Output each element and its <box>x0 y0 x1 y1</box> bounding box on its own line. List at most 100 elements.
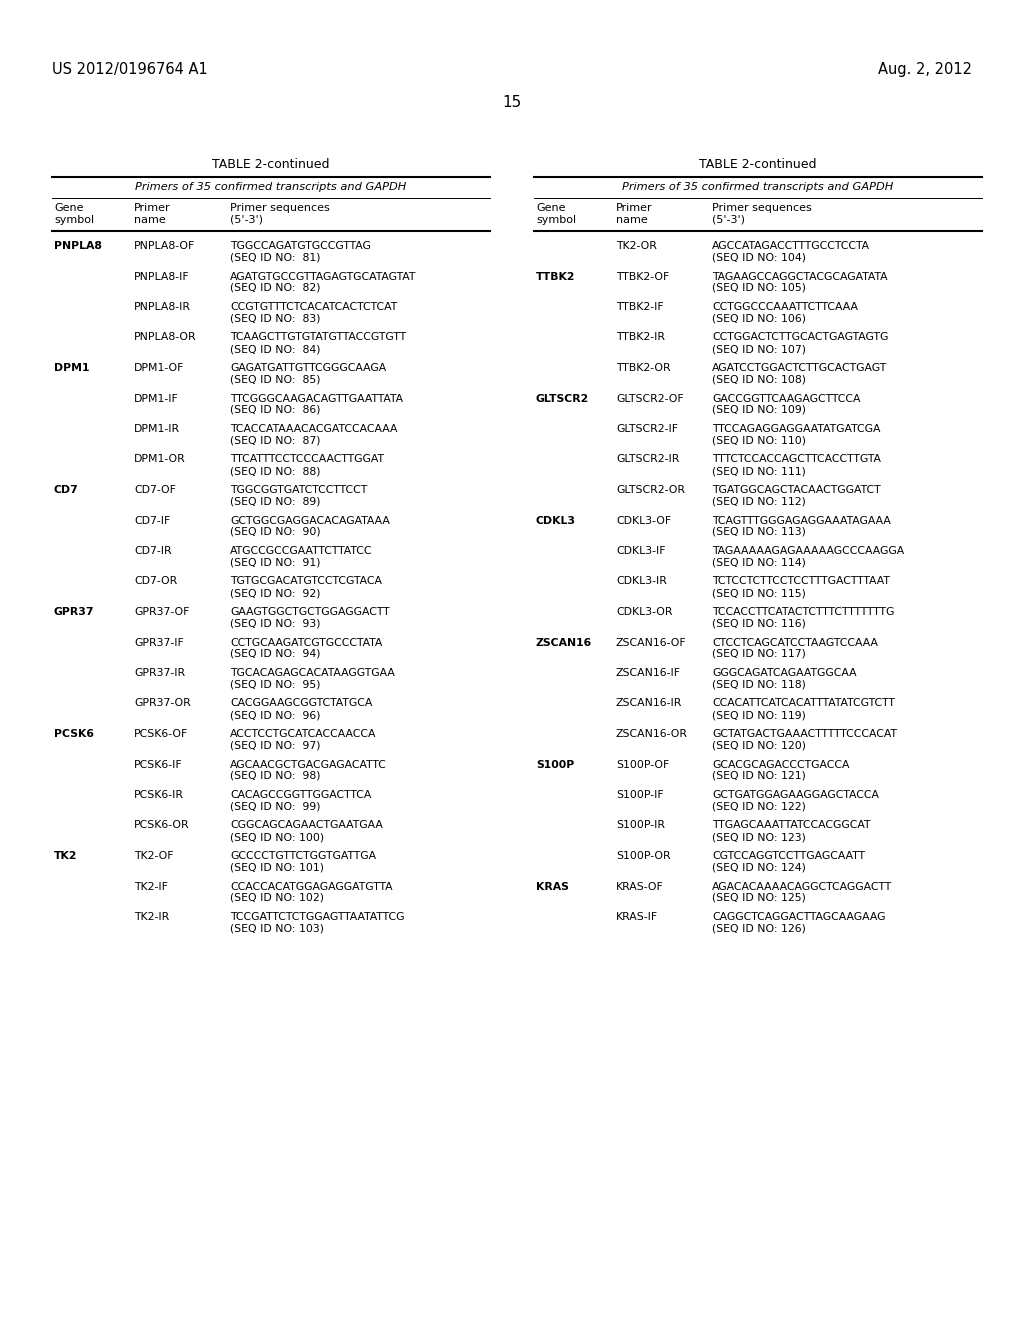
Text: ZSCAN16-IF: ZSCAN16-IF <box>616 668 681 678</box>
Text: GACCGGTTCAAGAGCTTCCA: GACCGGTTCAAGAGCTTCCA <box>712 393 860 404</box>
Text: (SEQ ID NO: 108): (SEQ ID NO: 108) <box>712 375 806 384</box>
Text: TCCGATTCTCTGGAGTTAATATTCG: TCCGATTCTCTGGAGTTAATATTCG <box>230 912 404 921</box>
Text: (SEQ ID NO:  86): (SEQ ID NO: 86) <box>230 405 321 414</box>
Text: KRAS-OF: KRAS-OF <box>616 882 664 891</box>
Text: (SEQ ID NO:  94): (SEQ ID NO: 94) <box>230 649 321 659</box>
Text: S100P-OF: S100P-OF <box>616 759 670 770</box>
Text: GAGATGATTGTTCGGGCAAGA: GAGATGATTGTTCGGGCAAGA <box>230 363 386 374</box>
Text: CD7: CD7 <box>54 484 79 495</box>
Text: S100P-IF: S100P-IF <box>616 789 664 800</box>
Text: S100P-IR: S100P-IR <box>616 821 665 830</box>
Text: ZSCAN16-OR: ZSCAN16-OR <box>616 729 688 739</box>
Text: S100P: S100P <box>536 759 574 770</box>
Text: TTCGGGCAAGACAGTTGAATTATA: TTCGGGCAAGACAGTTGAATTATA <box>230 393 403 404</box>
Text: (SEQ ID NO: 114): (SEQ ID NO: 114) <box>712 557 806 568</box>
Text: (SEQ ID NO: 110): (SEQ ID NO: 110) <box>712 436 806 446</box>
Text: CGGCAGCAGAACTGAATGAA: CGGCAGCAGAACTGAATGAA <box>230 821 383 830</box>
Text: CCTGCAAGATCGTGCCCTATA: CCTGCAAGATCGTGCCCTATA <box>230 638 382 648</box>
Text: PCSK6-IR: PCSK6-IR <box>134 789 184 800</box>
Text: PCSK6-OF: PCSK6-OF <box>134 729 188 739</box>
Text: (SEQ ID NO: 107): (SEQ ID NO: 107) <box>712 345 806 354</box>
Text: GPR37: GPR37 <box>54 607 94 616</box>
Text: ZSCAN16-IR: ZSCAN16-IR <box>616 698 682 709</box>
Text: (SEQ ID NO:  93): (SEQ ID NO: 93) <box>230 619 321 628</box>
Text: (SEQ ID NO: 106): (SEQ ID NO: 106) <box>712 314 806 323</box>
Text: Primer sequences
(5'-3'): Primer sequences (5'-3') <box>712 203 812 224</box>
Text: CACGGAAGCGGTCTATGCA: CACGGAAGCGGTCTATGCA <box>230 698 373 709</box>
Text: TABLE 2-continued: TABLE 2-continued <box>699 158 817 172</box>
Text: GPR37-OF: GPR37-OF <box>134 607 189 616</box>
Text: ACCTCCTGCATCACCAACCA: ACCTCCTGCATCACCAACCA <box>230 729 377 739</box>
Text: Primer sequences
(5'-3'): Primer sequences (5'-3') <box>230 203 330 224</box>
Text: CD7-IF: CD7-IF <box>134 516 170 525</box>
Text: CDKL3-IR: CDKL3-IR <box>616 577 667 586</box>
Text: CDKL3-OF: CDKL3-OF <box>616 516 671 525</box>
Text: (SEQ ID NO:  82): (SEQ ID NO: 82) <box>230 282 321 293</box>
Text: TTTCTCCACCAGCTTCACCTTGTA: TTTCTCCACCAGCTTCACCTTGTA <box>712 454 881 465</box>
Text: (SEQ ID NO:  92): (SEQ ID NO: 92) <box>230 587 321 598</box>
Text: CDKL3-OR: CDKL3-OR <box>616 607 673 616</box>
Text: TTCATTTCCTCCCAACTTGGAT: TTCATTTCCTCCCAACTTGGAT <box>230 454 384 465</box>
Text: TCAAGCTTGTGTATGTTACCGTGTT: TCAAGCTTGTGTATGTTACCGTGTT <box>230 333 407 342</box>
Text: (SEQ ID NO:  90): (SEQ ID NO: 90) <box>230 527 321 537</box>
Text: (SEQ ID NO: 121): (SEQ ID NO: 121) <box>712 771 806 781</box>
Text: TTBK2-IR: TTBK2-IR <box>616 333 665 342</box>
Text: (SEQ ID NO:  88): (SEQ ID NO: 88) <box>230 466 321 477</box>
Text: CDKL3-IF: CDKL3-IF <box>616 546 666 556</box>
Text: TK2: TK2 <box>54 851 78 861</box>
Text: (SEQ ID NO: 123): (SEQ ID NO: 123) <box>712 832 806 842</box>
Text: PCSK6: PCSK6 <box>54 729 94 739</box>
Text: TTBK2-OR: TTBK2-OR <box>616 363 671 374</box>
Text: GLTSCR2-IR: GLTSCR2-IR <box>616 454 679 465</box>
Text: AGCAACGCTGACGAGACATTC: AGCAACGCTGACGAGACATTC <box>230 759 387 770</box>
Text: TAGAAAAAGAGAAAAAGCCCAAGGA: TAGAAAAAGAGAAAAAGCCCAAGGA <box>712 546 904 556</box>
Text: KRAS: KRAS <box>536 882 569 891</box>
Text: GCACGCAGACCCTGACCA: GCACGCAGACCCTGACCA <box>712 759 850 770</box>
Text: PCSK6-OR: PCSK6-OR <box>134 821 189 830</box>
Text: GLTSCR2-OR: GLTSCR2-OR <box>616 484 685 495</box>
Text: Primer
name: Primer name <box>616 203 652 224</box>
Text: GGGCAGATCAGAATGGCAA: GGGCAGATCAGAATGGCAA <box>712 668 857 678</box>
Text: GLTSCR2-OF: GLTSCR2-OF <box>616 393 684 404</box>
Text: Primers of 35 confirmed transcripts and GAPDH: Primers of 35 confirmed transcripts and … <box>623 182 894 191</box>
Text: (SEQ ID NO:  96): (SEQ ID NO: 96) <box>230 710 321 719</box>
Text: ZSCAN16-OF: ZSCAN16-OF <box>616 638 687 648</box>
Text: PNPLA8: PNPLA8 <box>54 242 101 251</box>
Text: (SEQ ID NO: 120): (SEQ ID NO: 120) <box>712 741 806 751</box>
Text: (SEQ ID NO:  97): (SEQ ID NO: 97) <box>230 741 321 751</box>
Text: Primers of 35 confirmed transcripts and GAPDH: Primers of 35 confirmed transcripts and … <box>135 182 407 191</box>
Text: (SEQ ID NO:  98): (SEQ ID NO: 98) <box>230 771 321 781</box>
Text: AGATCCTGGACTCTTGCACTGAGT: AGATCCTGGACTCTTGCACTGAGT <box>712 363 887 374</box>
Text: AGACACAAAACAGGCTCAGGACTT: AGACACAAAACAGGCTCAGGACTT <box>712 882 892 891</box>
Text: CAGGCTCAGGACTTAGCAAGAAG: CAGGCTCAGGACTTAGCAAGAAG <box>712 912 886 921</box>
Text: GCTGGCGAGGACACAGATAAA: GCTGGCGAGGACACAGATAAA <box>230 516 390 525</box>
Text: CD7-OR: CD7-OR <box>134 577 177 586</box>
Text: (SEQ ID NO: 113): (SEQ ID NO: 113) <box>712 527 806 537</box>
Text: AGCCATAGACCTTTGCCTCCTA: AGCCATAGACCTTTGCCTCCTA <box>712 242 870 251</box>
Text: GCTATGACTGAAACTTTTTCCCACAT: GCTATGACTGAAACTTTTTCCCACAT <box>712 729 897 739</box>
Text: (SEQ ID NO: 118): (SEQ ID NO: 118) <box>712 680 806 689</box>
Text: TGTGCGACATGTCCTCGTACA: TGTGCGACATGTCCTCGTACA <box>230 577 382 586</box>
Text: (SEQ ID NO: 101): (SEQ ID NO: 101) <box>230 862 324 873</box>
Text: PCSK6-IF: PCSK6-IF <box>134 759 182 770</box>
Text: TTBK2-OF: TTBK2-OF <box>616 272 670 281</box>
Text: TGATGGCAGCTACAACTGGATCT: TGATGGCAGCTACAACTGGATCT <box>712 484 881 495</box>
Text: AGATGTGCCGTTAGAGTGCATAGTAT: AGATGTGCCGTTAGAGTGCATAGTAT <box>230 272 417 281</box>
Text: Gene
symbol: Gene symbol <box>54 203 94 224</box>
Text: (SEQ ID NO: 100): (SEQ ID NO: 100) <box>230 832 325 842</box>
Text: (SEQ ID NO: 122): (SEQ ID NO: 122) <box>712 801 806 812</box>
Text: TCCACCTTCATACTCTTTCTTTTTTTG: TCCACCTTCATACTCTTTCTTTTTTTG <box>712 607 894 616</box>
Text: (SEQ ID NO: 112): (SEQ ID NO: 112) <box>712 496 806 507</box>
Text: TCAGTTTGGGAGAGGAAATAGAAA: TCAGTTTGGGAGAGGAAATAGAAA <box>712 516 891 525</box>
Text: TK2-IF: TK2-IF <box>134 882 168 891</box>
Text: DPM1-OR: DPM1-OR <box>134 454 185 465</box>
Text: CACAGCCGGTTGGACTTCA: CACAGCCGGTTGGACTTCA <box>230 789 372 800</box>
Text: TCTCCTCTTCCTCCTTTGACTTTAAT: TCTCCTCTTCCTCCTTTGACTTTAAT <box>712 577 890 586</box>
Text: (SEQ ID NO: 125): (SEQ ID NO: 125) <box>712 894 806 903</box>
Text: GPR37-IR: GPR37-IR <box>134 668 185 678</box>
Text: PNPLA8-OF: PNPLA8-OF <box>134 242 196 251</box>
Text: (SEQ ID NO:  89): (SEQ ID NO: 89) <box>230 496 321 507</box>
Text: DPM1-IR: DPM1-IR <box>134 424 180 434</box>
Text: PNPLA8-OR: PNPLA8-OR <box>134 333 197 342</box>
Text: US 2012/0196764 A1: US 2012/0196764 A1 <box>52 62 208 77</box>
